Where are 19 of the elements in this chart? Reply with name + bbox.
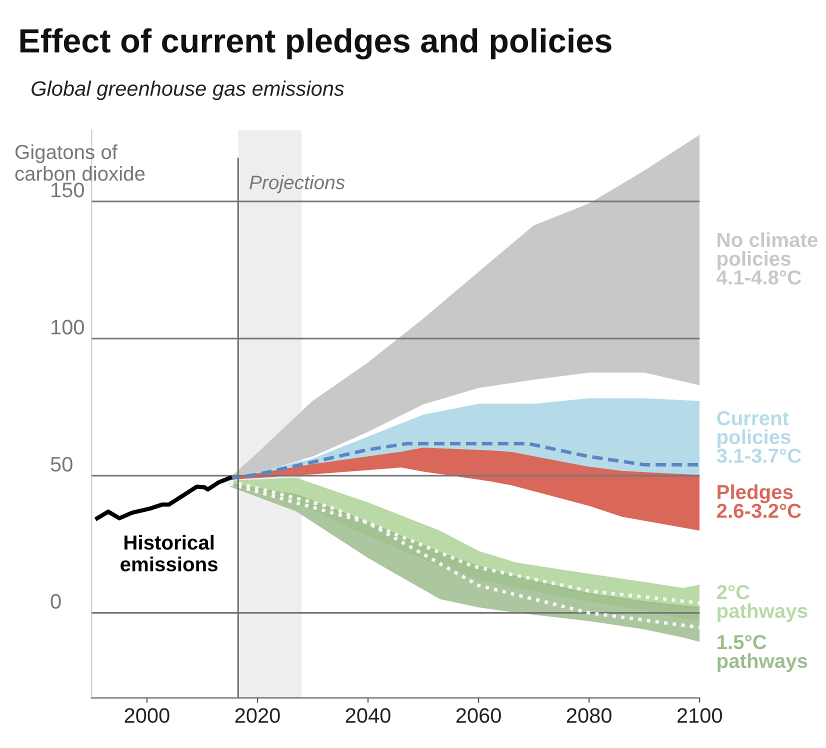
y-tick-label: 50 [50,456,72,472]
series-label: Historical emissions [120,534,218,572]
y-tick-label: 0 [50,594,61,609]
y-axis-title: Gigatons of carbon dioxide [15,144,145,181]
series-label: 1.5°C pathways [718,635,808,672]
y-tick-label: 100 [52,320,84,334]
series-label: 2°C pathways [716,585,808,622]
x-tick-label: 2000 [124,708,170,723]
x-tick-label: 2080 [566,708,612,723]
y-tick-label: 150 [52,182,84,198]
series-label: Current policies 3.1-3.7°C [716,411,802,463]
x-tick-label: 2100 [678,708,722,723]
ref-line-label: Projections [250,175,345,194]
x-tick-label: 2060 [456,708,501,723]
series-label: Pledges 2.6-3.2°C [716,484,802,518]
x-tick-label: 2040 [346,708,390,723]
chart-title: Effect of current pledges and policies [20,28,612,60]
chart-subtitle: Global greenhouse gas emissions [32,80,344,100]
x-tick-label: 2020 [235,708,280,723]
